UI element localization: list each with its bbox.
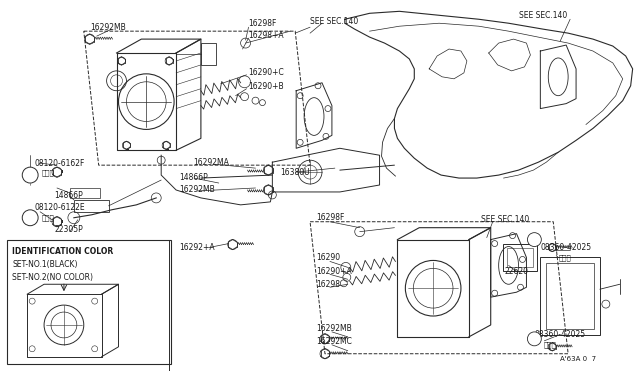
Bar — [540, 257, 600, 335]
Text: SEE SEC.140: SEE SEC.140 — [481, 215, 529, 224]
Circle shape — [527, 332, 541, 346]
Text: 14866P: 14866P — [179, 173, 208, 182]
Bar — [7, 240, 171, 364]
Text: 16292+A: 16292+A — [179, 243, 214, 252]
Text: 16292MB: 16292MB — [90, 23, 125, 32]
Text: 16290+A: 16290+A — [316, 267, 352, 276]
Text: （１）: （１） — [543, 341, 556, 348]
Circle shape — [527, 232, 541, 247]
Text: 08360-42025: 08360-42025 — [540, 243, 591, 252]
Text: IDENTIFICATION COLOR: IDENTIFICATION COLOR — [12, 247, 113, 256]
Bar — [74, 200, 109, 212]
Bar — [502, 244, 538, 271]
Circle shape — [22, 210, 38, 226]
Text: 22620: 22620 — [504, 267, 529, 276]
Bar — [507, 247, 533, 267]
Text: 16292MB: 16292MB — [316, 324, 352, 333]
Text: 22305P: 22305P — [54, 225, 83, 234]
Text: 14866P: 14866P — [54, 192, 83, 201]
Text: SEE SEC.140: SEE SEC.140 — [518, 11, 567, 20]
Text: 16290: 16290 — [316, 253, 340, 262]
Text: （１）: （１） — [558, 254, 571, 261]
Text: 08360-42025: 08360-42025 — [534, 330, 586, 339]
Text: 08120-6162F: 08120-6162F — [34, 159, 84, 168]
Text: 08120-6122E: 08120-6122E — [34, 203, 84, 212]
Text: SET-NO.2(NO COLOR): SET-NO.2(NO COLOR) — [12, 273, 93, 282]
Bar — [547, 263, 594, 329]
Text: 16298: 16298 — [316, 280, 340, 289]
Text: SEE SEC.140: SEE SEC.140 — [310, 17, 358, 26]
Text: S: S — [532, 336, 536, 342]
Text: 16298F: 16298F — [316, 213, 344, 222]
Text: 16298+A: 16298+A — [248, 31, 284, 40]
Bar — [201, 43, 216, 65]
Text: 16292MA: 16292MA — [193, 158, 229, 167]
Text: SET-NO.1(BLACK): SET-NO.1(BLACK) — [12, 260, 78, 269]
Circle shape — [22, 167, 38, 183]
Text: （１）: （１） — [42, 170, 55, 176]
Bar — [70, 188, 100, 198]
Text: 16380U: 16380U — [280, 168, 310, 177]
Text: 16292MC: 16292MC — [316, 337, 352, 346]
Text: B: B — [28, 213, 33, 222]
Text: ＜１＞: ＜１＞ — [42, 214, 55, 221]
Text: B: B — [28, 171, 33, 180]
Text: 16290+C: 16290+C — [248, 68, 284, 77]
Text: 16292MB: 16292MB — [179, 186, 215, 195]
Text: 16298F: 16298F — [248, 19, 277, 28]
Text: 16290+B: 16290+B — [248, 82, 284, 91]
Text: A'63A 0  7: A'63A 0 7 — [560, 356, 596, 362]
Text: S: S — [532, 237, 536, 243]
